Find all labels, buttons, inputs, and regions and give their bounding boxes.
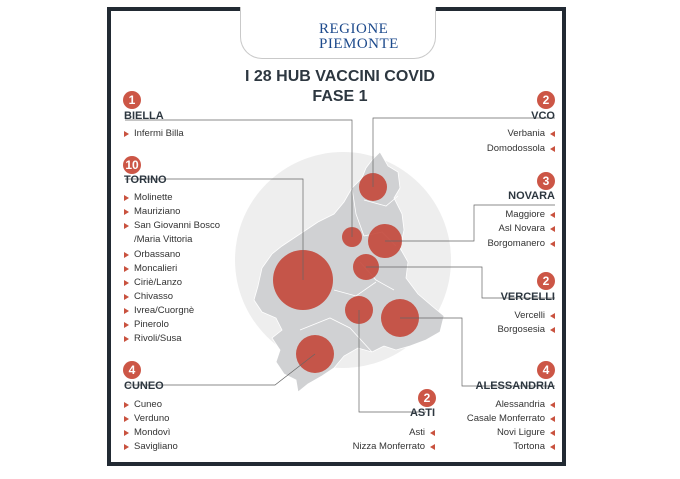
vco-label: VCO	[531, 110, 555, 122]
torino-label: TORINO	[124, 174, 167, 186]
logo-text-piemonte: PIEMONTE	[319, 36, 399, 52]
torino-count-badge: 10	[123, 156, 141, 174]
hub-list-item: Verduno	[124, 413, 169, 425]
hub-list-item: Mauriziano	[124, 206, 180, 218]
hub-list-item: Asti	[409, 427, 435, 439]
hub-list-item: Asl Novara	[499, 223, 556, 235]
title-line-2: FASE 1	[312, 88, 368, 105]
asti-label: ASTI	[409, 407, 435, 419]
asti-count-badge: 2	[418, 389, 436, 407]
logo-text-regione: REGIONE	[319, 21, 389, 37]
novara-count-badge: 3	[537, 172, 555, 190]
hub-list-item: Cuneo	[124, 399, 162, 411]
hub-list-item: Orbassano	[124, 249, 180, 261]
hub-list-item: Moncalieri	[124, 263, 177, 275]
hub-list-item: Pinerolo	[124, 319, 169, 331]
hub-list-item: Molinette	[124, 192, 173, 204]
alessandria-count-badge: 4	[537, 361, 555, 379]
hub-list-item: Borgosesia	[497, 324, 555, 336]
vco-count-badge: 2	[537, 91, 555, 109]
biella-count-badge: 1	[123, 91, 141, 109]
hub-list-item: Nizza Monferrato	[353, 441, 436, 453]
hub-list-item: Mondovì	[124, 427, 170, 439]
hub-list-item: Domodossola	[487, 143, 556, 155]
novara-label: NOVARA	[508, 190, 555, 202]
hub-list-item: Savigliano	[124, 441, 178, 453]
alessandria-label: ALESSANDRIA	[475, 380, 555, 392]
vercelli-label: VERCELLI	[500, 291, 555, 303]
hub-list-item-continuation: /Maria Vittoria	[134, 234, 193, 245]
hub-list-item: Ivrea/Cuorgnè	[124, 305, 194, 317]
logo-header-box	[240, 7, 436, 59]
vercelli-count-badge: 2	[537, 272, 555, 290]
hub-list-item: Infermi Billa	[124, 128, 184, 140]
biella-label: BIELLA	[124, 110, 164, 122]
hub-list-item: Tortona	[513, 441, 555, 453]
hub-list-item: Rivoli/Susa	[124, 333, 182, 345]
hub-list-item: Alessandria	[495, 399, 555, 411]
hub-list-item: Casale Monferrato	[467, 413, 556, 425]
hub-list-item: Verbania	[507, 128, 555, 140]
hub-list-item: Ciriè/Lanzo	[124, 277, 182, 289]
hub-list-item: San Giovanni Bosco	[124, 220, 220, 232]
hub-list-item: Chivasso	[124, 291, 173, 303]
title-line-1: I 28 HUB VACCINI COVID	[245, 68, 435, 85]
hub-list-item: Maggiore	[505, 209, 555, 221]
hub-list-item: Novi Ligure	[497, 427, 556, 439]
hub-list-item: Vercelli	[514, 310, 555, 322]
cuneo-label: CUNEO	[124, 380, 164, 392]
leader-lines	[125, 117, 555, 413]
hub-list-item: Borgomanero	[487, 238, 555, 250]
cuneo-count-badge: 4	[123, 361, 141, 379]
